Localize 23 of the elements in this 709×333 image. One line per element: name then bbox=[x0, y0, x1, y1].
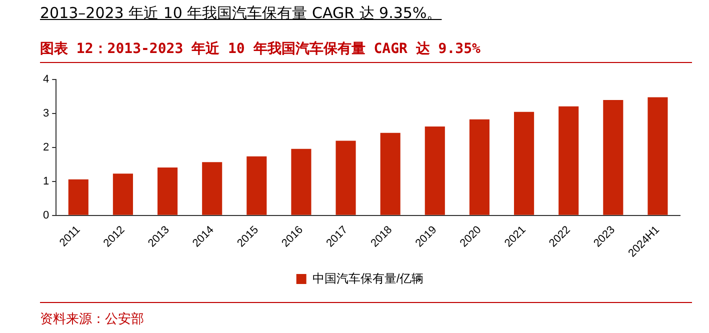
text: 资料来源：公安部 bbox=[40, 311, 144, 328]
bar bbox=[380, 132, 400, 215]
bar bbox=[648, 97, 668, 215]
bar bbox=[246, 156, 267, 215]
y-tick-label: 4 bbox=[42, 74, 50, 86]
chart-subtitle: 图表 12：2013-2023 年近 10 年我国汽车保有量 CAGR 达 9.35% bbox=[40, 40, 480, 58]
y-tick-label: 2 bbox=[42, 142, 50, 154]
bar bbox=[558, 106, 579, 215]
bar bbox=[514, 112, 534, 215]
bar bbox=[291, 148, 312, 215]
bar bbox=[202, 162, 222, 215]
bar bbox=[158, 168, 178, 215]
y-tick-label: 1 bbox=[42, 175, 50, 188]
y-tick-label: 3 bbox=[42, 108, 50, 120]
bar bbox=[68, 179, 88, 215]
bar bbox=[603, 100, 624, 215]
bar bbox=[112, 174, 133, 215]
legend-label: 中国汽车保有量/亿辆 bbox=[312, 271, 424, 286]
bar bbox=[424, 126, 445, 215]
bar bbox=[469, 119, 490, 215]
chart-title: 2013–2023 年近 10 年我国汽车保有量 CAGR 达 9.35%。 bbox=[40, 4, 442, 23]
y-tick-label: 0 bbox=[42, 209, 50, 222]
bar bbox=[336, 140, 356, 215]
